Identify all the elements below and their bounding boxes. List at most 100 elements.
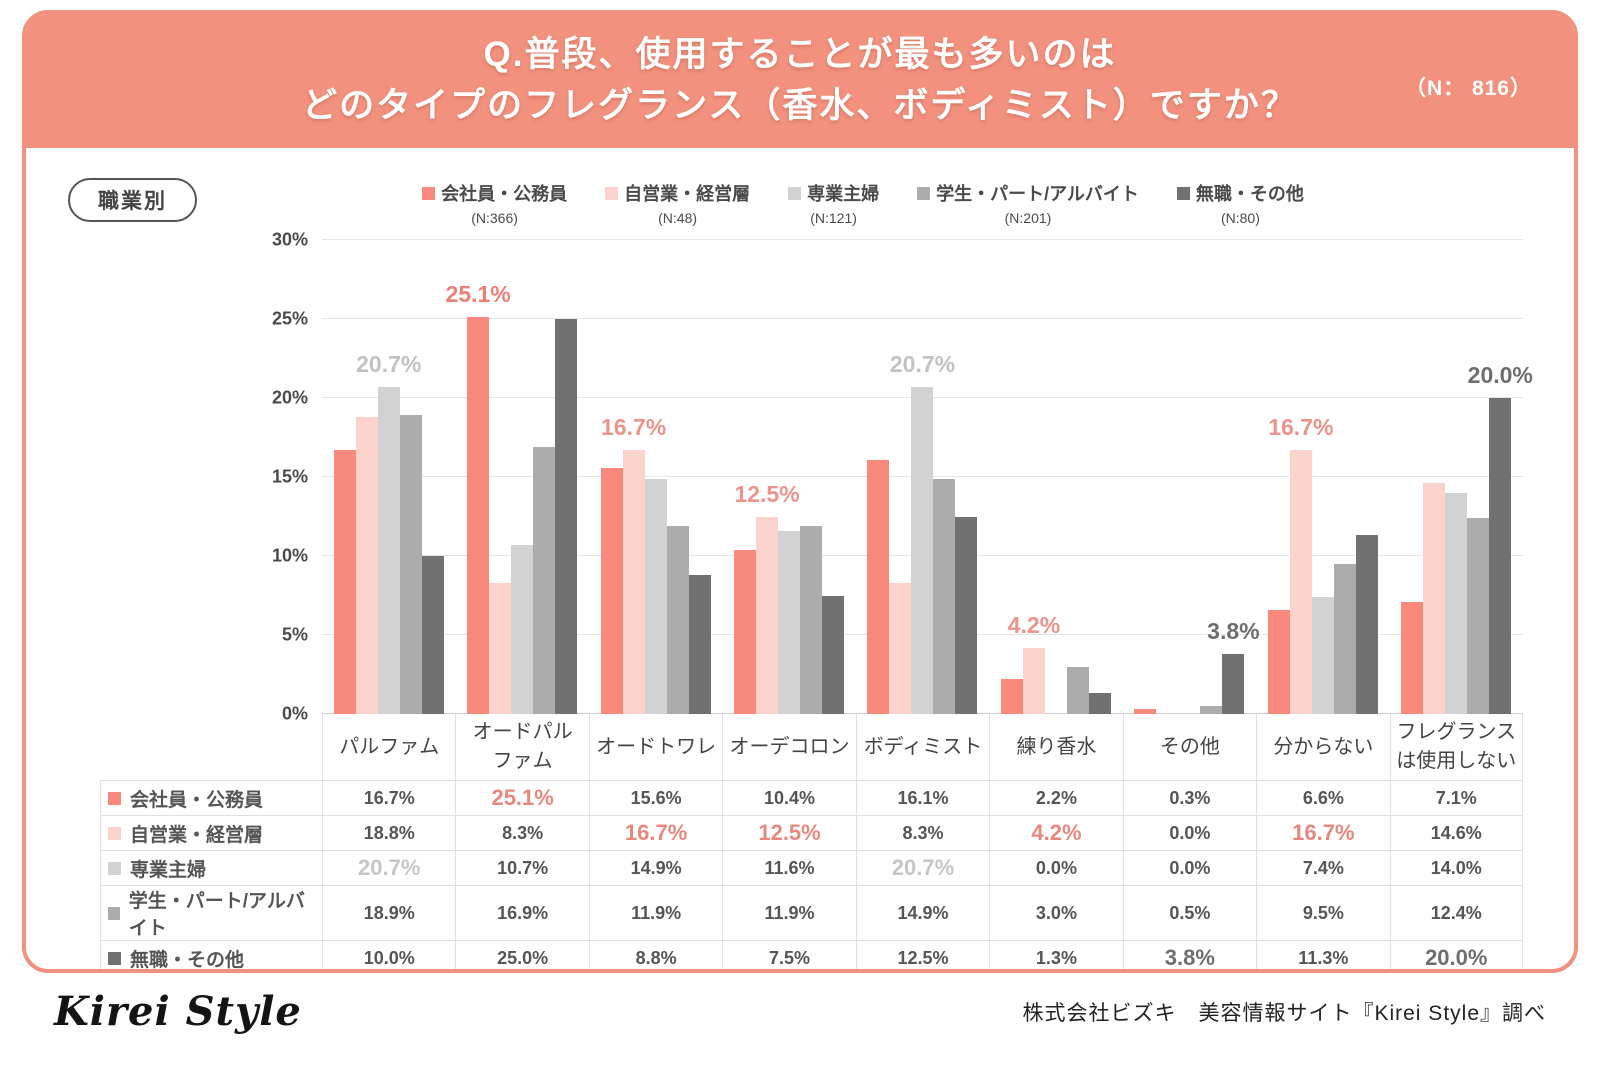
bar-slot [421, 240, 444, 714]
bar-slot: 20.7% [356, 240, 421, 714]
bar-value-callout: 20.7% [889, 350, 956, 377]
table-value-cell: 14.9% [588, 851, 723, 886]
table-value-cell: 16.9% [455, 886, 589, 941]
bar [756, 516, 779, 714]
table-value-cell: 8.8% [588, 941, 722, 969]
bar [622, 450, 645, 714]
table-value-cell: 18.8% [322, 816, 456, 851]
bar-value-callout: 12.5% [734, 480, 800, 507]
legend-label: 自営業・経営層 [624, 184, 751, 204]
bar [867, 459, 890, 714]
bar-group: 25.1% [446, 240, 588, 714]
bar [533, 446, 556, 714]
bar [688, 574, 711, 714]
bar [421, 556, 444, 714]
table-value-cell: 14.6% [1389, 816, 1523, 851]
bar-slot [600, 240, 623, 714]
legend-sample-size: (N:80) [1220, 210, 1260, 226]
bar [644, 478, 667, 714]
question-title-line2: どのタイプのフレグランス（香水、ボディミスト）ですか？ [302, 86, 1298, 125]
data-table: パルファム オードパル ファム オードトワレ オーデコロン ボディミスト 練り香水 その他分… [100, 714, 1523, 971]
bar-group: 4.2% [989, 240, 1122, 714]
row-label-text: 無職・その他 [130, 949, 245, 971]
legend-entry: 学生・パート/アルバイト [917, 180, 1139, 206]
bar [1222, 653, 1245, 714]
table-value-cell: 6.6% [1256, 781, 1390, 816]
table-value-cell: 10.0% [322, 941, 455, 969]
bar-slot: 3.8% [1207, 240, 1260, 714]
table-value-cell: 7.5% [722, 941, 855, 969]
table-value-cell: 20.7% [855, 851, 990, 886]
y-axis-tick-label: 5% [281, 624, 308, 645]
row-label-text: 会社員・公務員 [130, 789, 264, 811]
legend-sample-size: (N:121) [810, 210, 857, 226]
bar-slot [778, 240, 801, 714]
table-column-header: ボディミスト [855, 714, 990, 781]
legend-sample-size: (N:366) [471, 210, 518, 226]
bar [778, 530, 801, 714]
table-value-cell: 2.2% [989, 781, 1123, 816]
row-label-text: 自営業・経営層 [130, 824, 264, 846]
table-column-header: パルファム [322, 714, 456, 781]
table-column-header: オーデコロン [722, 714, 856, 781]
bar-value-callout: 3.8% [1207, 617, 1260, 644]
bar [889, 582, 912, 714]
table-value-cell: 20.0% [1389, 941, 1523, 969]
bar-slot [1178, 240, 1200, 714]
bar-slot [666, 240, 689, 714]
y-axis-tick-label: 10% [271, 545, 308, 566]
bar [555, 319, 578, 714]
bar-slot [399, 240, 422, 714]
y-axis-tick-label: 20% [271, 387, 308, 408]
table-value-cell: 14.9% [855, 886, 990, 941]
table-row-label: 自営業・経営層 [100, 816, 322, 851]
bar-slot [1088, 240, 1111, 714]
bar-value-callout: 16.7% [600, 414, 667, 441]
bar [955, 516, 978, 714]
row-label-text: 専業主婦 [130, 859, 207, 881]
y-axis-tick-label: 0% [281, 703, 308, 724]
bar-slot [1134, 240, 1157, 714]
bar-slot [1066, 240, 1089, 714]
bar-slot [1000, 240, 1023, 714]
table-value-cell: 20.7% [322, 851, 456, 886]
row-swatch-icon [108, 826, 121, 840]
bar-slot [933, 240, 956, 714]
bar-slot [867, 240, 890, 714]
bar-slot [1423, 240, 1446, 714]
bar-slot [1267, 240, 1290, 714]
table-value-cell: 7.4% [1256, 851, 1390, 886]
legend-label: 学生・パート/アルバイト [936, 184, 1139, 204]
bar [399, 415, 422, 714]
table-value-cell: 0.5% [1122, 886, 1257, 941]
bar-group: 20.0% [1390, 240, 1533, 714]
bar-group: 20.7% [322, 240, 455, 714]
question-header: Q.普段、使用することが最も多いのは どのタイプのフレグランス（香水、ボディミス… [26, 14, 1574, 148]
bar-group: 12.5% [722, 240, 855, 714]
table-column-header: その他 [1122, 714, 1257, 781]
bar-slot: 20.7% [890, 240, 955, 714]
table-value-cell: 12.4% [1389, 886, 1523, 941]
table-value-cell: 25.0% [455, 941, 588, 969]
table-row-label: 専業主婦 [100, 851, 322, 886]
table-value-cell: 7.1% [1389, 781, 1523, 816]
y-axis-tick-label: 30% [271, 229, 308, 250]
table-value-cell: 8.3% [455, 816, 589, 851]
table-value-cell: 15.6% [588, 781, 723, 816]
table-column-header: 練り香水 [989, 714, 1123, 781]
bar [333, 450, 356, 714]
chart-and-table: 30% 25% 20% 15% 10% 5% 0% 20.7% 25.1% 16.7% 12.5% 2… [26, 226, 1574, 971]
bar-slot [1045, 240, 1067, 714]
bar-slot [644, 240, 667, 714]
table-value-cell: 3.0% [989, 886, 1123, 941]
table-value-cell: 0.3% [1122, 781, 1257, 816]
legend-label: 専業主婦 [807, 184, 880, 204]
legend: 会社員・公務員 (N:366) 自営業・経営層 (N:48) 専業主婦 (N:121) 学生… [197, 180, 1529, 226]
legend-entry: 無職・その他 [1176, 180, 1304, 206]
bar-slot: 4.2% [1008, 240, 1060, 714]
bar-group: 3.8% [1123, 240, 1260, 714]
bar-value-callout: 4.2% [1007, 611, 1061, 638]
bar-slot [1311, 240, 1334, 714]
table-row-label: 無職・その他 [100, 941, 322, 971]
bar-slot [734, 240, 757, 714]
